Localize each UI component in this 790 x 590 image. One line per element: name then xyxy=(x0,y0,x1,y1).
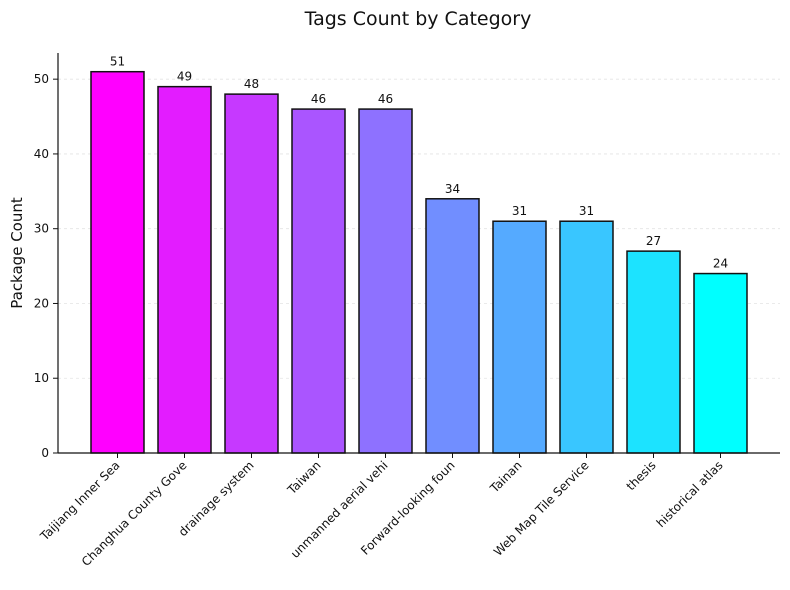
chart-title: Tags Count by Category xyxy=(304,8,532,30)
data-label: 24 xyxy=(713,257,728,271)
axes xyxy=(53,53,780,458)
y-tick-labels: 0 10 20 30 40 50 xyxy=(34,72,49,460)
data-label: 46 xyxy=(311,92,326,106)
y-tick-label: 50 xyxy=(34,72,49,86)
data-label: 31 xyxy=(579,204,594,218)
y-tick-label: 40 xyxy=(34,147,49,161)
bar xyxy=(90,70,145,454)
data-label: 31 xyxy=(512,204,527,218)
y-tick-label: 30 xyxy=(34,222,49,236)
data-label: 49 xyxy=(177,70,192,84)
bar xyxy=(693,272,748,454)
bar xyxy=(224,93,279,454)
x-tick-label: Tainan xyxy=(487,458,525,496)
y-tick-label: 10 xyxy=(34,371,49,385)
data-label: 48 xyxy=(244,77,259,91)
bar xyxy=(559,220,614,454)
y-tick-label: 20 xyxy=(34,296,49,310)
y-tick-label: 0 xyxy=(41,446,49,460)
data-label: 27 xyxy=(646,234,661,248)
x-tick-label: historical atlas xyxy=(654,458,726,530)
data-label: 51 xyxy=(110,55,125,69)
x-tick-label: thesis xyxy=(624,458,659,493)
data-label: 46 xyxy=(378,92,393,106)
y-axis-label: Package Count xyxy=(8,197,26,309)
bar xyxy=(358,108,413,454)
bar xyxy=(291,108,346,454)
x-tick-label: drainage system xyxy=(176,458,257,539)
x-tick-label: Taiwan xyxy=(284,458,323,497)
data-label: 34 xyxy=(445,182,460,196)
bars xyxy=(90,70,748,454)
bar xyxy=(626,250,681,454)
data-labels: 51 49 48 46 46 34 31 31 27 24 xyxy=(110,55,728,271)
bar xyxy=(492,220,547,454)
bar xyxy=(425,198,480,454)
bar xyxy=(157,85,212,454)
